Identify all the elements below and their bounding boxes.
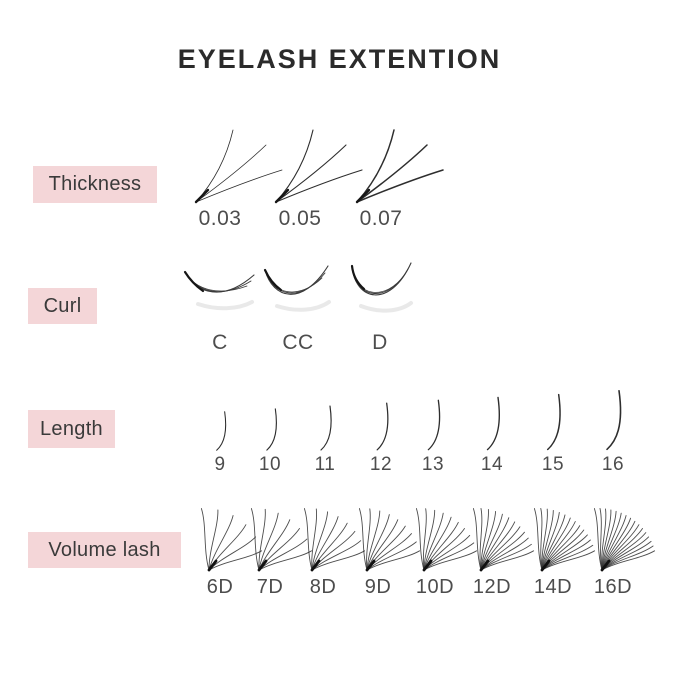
thickness-value-label: 0.03 [198, 207, 242, 230]
volume-value-label: 8D [309, 576, 337, 598]
length-value-label: 14 [480, 454, 504, 475]
volume-fan-illustration [534, 506, 614, 574]
length-value-label: 9 [214, 454, 226, 475]
volume-fan-illustration [201, 506, 281, 574]
length-value-label: 10 [258, 454, 282, 475]
volume-fan-illustration [594, 506, 674, 574]
volume-fan-illustration [359, 506, 439, 574]
length-value-label: 15 [541, 454, 565, 475]
length-value-label: 12 [369, 454, 393, 475]
row-label-thickness: Thickness [33, 166, 157, 203]
curl-value-label: D [372, 331, 388, 354]
curl-illustration [181, 259, 259, 317]
row-label-volume-lash: Volume lash [28, 532, 181, 568]
length-lash-illustration [544, 392, 566, 452]
volume-value-label: 9D [364, 576, 392, 598]
thickness-value-label: 0.05 [278, 207, 322, 230]
thickness-lash-illustration [190, 128, 286, 206]
length-lash-illustration [214, 410, 230, 452]
volume-value-label: 14D [533, 576, 573, 598]
thickness-lash-illustration [351, 128, 447, 206]
length-value-label: 11 [314, 454, 336, 475]
row-label-curl: Curl [28, 288, 97, 324]
curl-illustration [341, 259, 419, 317]
length-value-label: 13 [421, 454, 445, 475]
volume-value-label: 12D [472, 576, 512, 598]
row-label-length: Length [28, 410, 115, 448]
length-lash-illustration [425, 398, 445, 452]
length-lash-illustration [603, 388, 627, 452]
volume-fan-illustration [251, 506, 331, 574]
volume-value-label: 10D [415, 576, 455, 598]
volume-value-label: 6D [206, 576, 234, 598]
volume-fan-illustration [304, 506, 384, 574]
volume-fan-illustration [416, 506, 496, 574]
length-lash-illustration [374, 401, 393, 452]
thickness-lash-illustration [270, 128, 366, 206]
length-value-label: 16 [601, 454, 625, 475]
length-lash-illustration [484, 395, 505, 452]
curl-value-label: C [212, 331, 228, 354]
volume-fan-illustration [473, 506, 553, 574]
volume-value-label: 7D [256, 576, 284, 598]
page-title: EYELASH EXTENTION [177, 44, 502, 74]
thickness-value-label: 0.07 [359, 207, 403, 230]
curl-illustration [259, 259, 337, 317]
volume-value-label: 16D [593, 576, 633, 598]
length-lash-illustration [318, 404, 336, 452]
length-lash-illustration [264, 407, 281, 452]
curl-value-label: CC [282, 331, 314, 354]
